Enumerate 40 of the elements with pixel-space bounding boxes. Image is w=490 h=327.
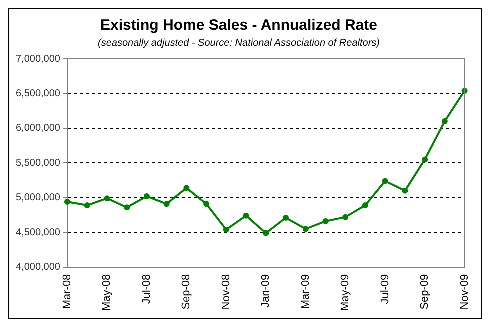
point: [124, 204, 130, 211]
x-tick-label: May-08: [101, 274, 114, 312]
x-tick-label: Jan-09: [260, 274, 272, 308]
point: [223, 226, 230, 233]
y-tick-label: 5,000,000: [16, 192, 61, 204]
point: [144, 193, 150, 200]
x-tick-label: Nov-08: [220, 274, 232, 310]
point: [342, 214, 349, 220]
y-tick-label: 6,000,000: [16, 123, 61, 134]
point: [243, 212, 250, 219]
x-tick-label: May-09: [340, 274, 352, 312]
x-tick-label: Mar-09: [300, 274, 312, 310]
point: [204, 201, 210, 208]
chart-title: Existing Home Sales - Annualized Rate: [100, 17, 378, 34]
x-tick-label: Nov-09: [458, 274, 471, 310]
point: [164, 201, 170, 208]
x-tick-label: Jul-08: [140, 274, 153, 304]
chart-subtitle: (seasonally adjusted - Source: National Association of Realtors): [98, 38, 380, 49]
x-tick-label: Jul-09: [379, 274, 392, 304]
y-tick-label: 6,500,000: [16, 88, 61, 100]
x-tick-label: Mar-08: [62, 274, 74, 310]
y-tick-label: 4,000,000: [16, 262, 61, 274]
y-tick-label: 5,500,000: [16, 158, 61, 169]
point: [184, 185, 190, 192]
x-tick-label: Sep-09: [419, 274, 432, 310]
point: [362, 202, 368, 209]
y-tick-label: 7,000,000: [16, 54, 61, 65]
point: [263, 230, 270, 236]
point: [302, 226, 309, 232]
point: [84, 202, 90, 209]
point: [322, 218, 329, 224]
y-tick-label: 4,500,000: [16, 227, 61, 238]
point: [283, 215, 290, 222]
point: [382, 178, 388, 184]
point: [64, 199, 70, 206]
point: [422, 156, 428, 163]
point: [402, 188, 408, 194]
point: [104, 196, 110, 202]
x-tick-label: Sep-08: [180, 274, 193, 310]
point: [442, 118, 448, 124]
